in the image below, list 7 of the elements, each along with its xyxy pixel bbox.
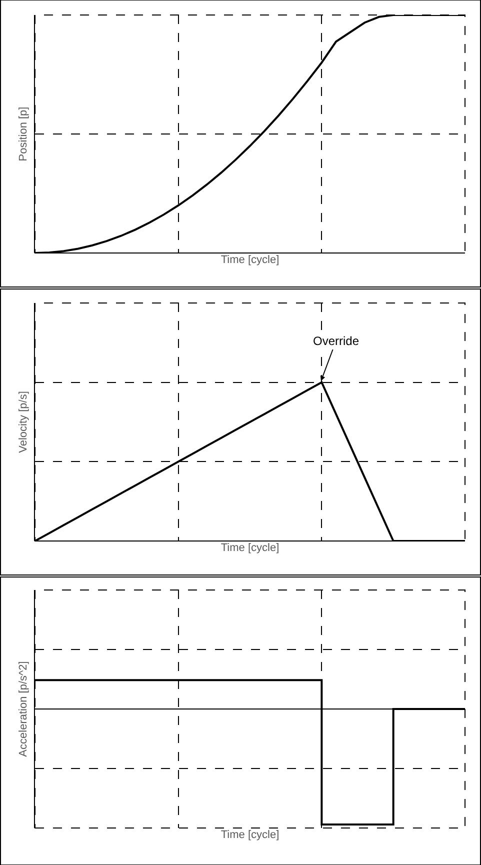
text: Override bbox=[313, 334, 360, 348]
x-axis-title: Time [cycle] bbox=[220, 829, 280, 842]
x-axis-title: Time [cycle] bbox=[220, 254, 280, 266]
y-axis-title: Velocity [p/s] bbox=[18, 391, 30, 453]
y-axis-title: Acceleration [p/s^2] bbox=[18, 661, 30, 757]
y-axis-title: Position [p] bbox=[18, 106, 30, 162]
x-axis-title: Time [cycle] bbox=[220, 542, 280, 554]
